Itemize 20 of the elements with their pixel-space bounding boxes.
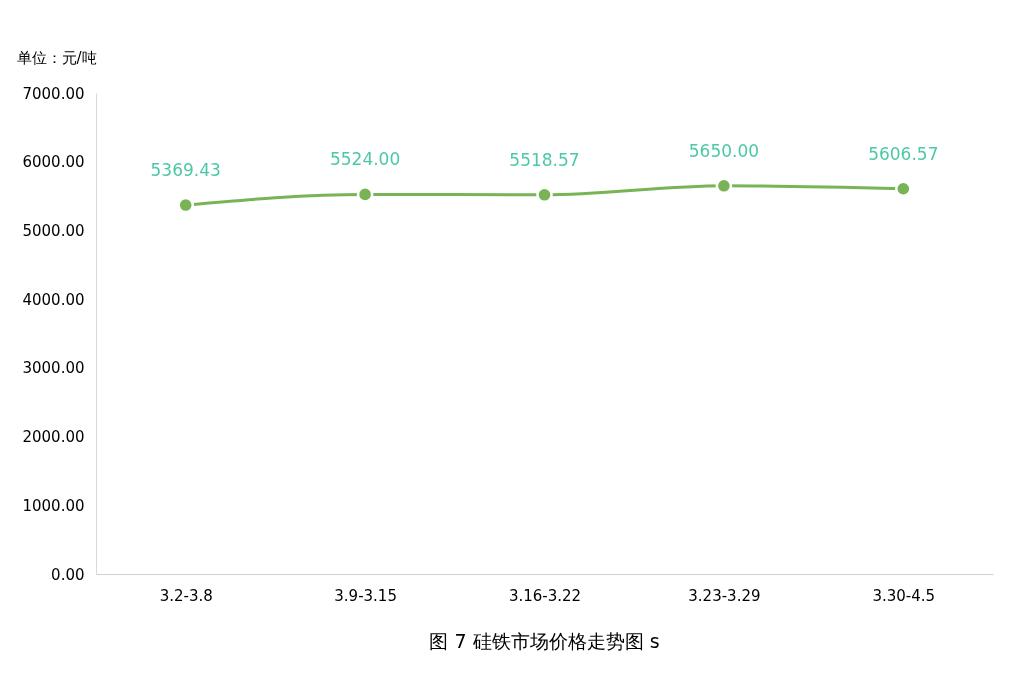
y-tick-label: 4000.00: [22, 290, 85, 309]
y-tick-label: 5000.00: [22, 221, 85, 240]
x-tick-label: 3.16-3.22: [508, 586, 582, 605]
y-axis-title: 单位：元/吨: [16, 48, 97, 67]
data-label: 5524.00: [329, 149, 401, 170]
data-label: 5518.57: [509, 149, 580, 170]
y-tick-label: 0.00: [51, 565, 85, 584]
data-label: 5650.00: [688, 140, 760, 161]
x-tick-label: 3.23-3.29: [688, 586, 761, 605]
x-tick-label: 3.9-3.15: [334, 586, 397, 605]
y-tick-label: 2000.00: [22, 428, 85, 447]
y-tick-label: 1000.00: [22, 496, 85, 515]
data-label: 5369.43: [150, 160, 221, 181]
y-tick-label: 7000.00: [22, 84, 85, 103]
y-tick-label: 3000.00: [22, 359, 85, 378]
data-label: 5606.57: [868, 143, 939, 164]
x-tick-label: 3.2-3.8: [159, 586, 213, 605]
text: 图 7 硅铁市场价格走势图 s: [429, 630, 660, 652]
x-tick-label: 3.30-4.5: [872, 586, 936, 605]
y-tick-label: 6000.00: [22, 153, 85, 172]
